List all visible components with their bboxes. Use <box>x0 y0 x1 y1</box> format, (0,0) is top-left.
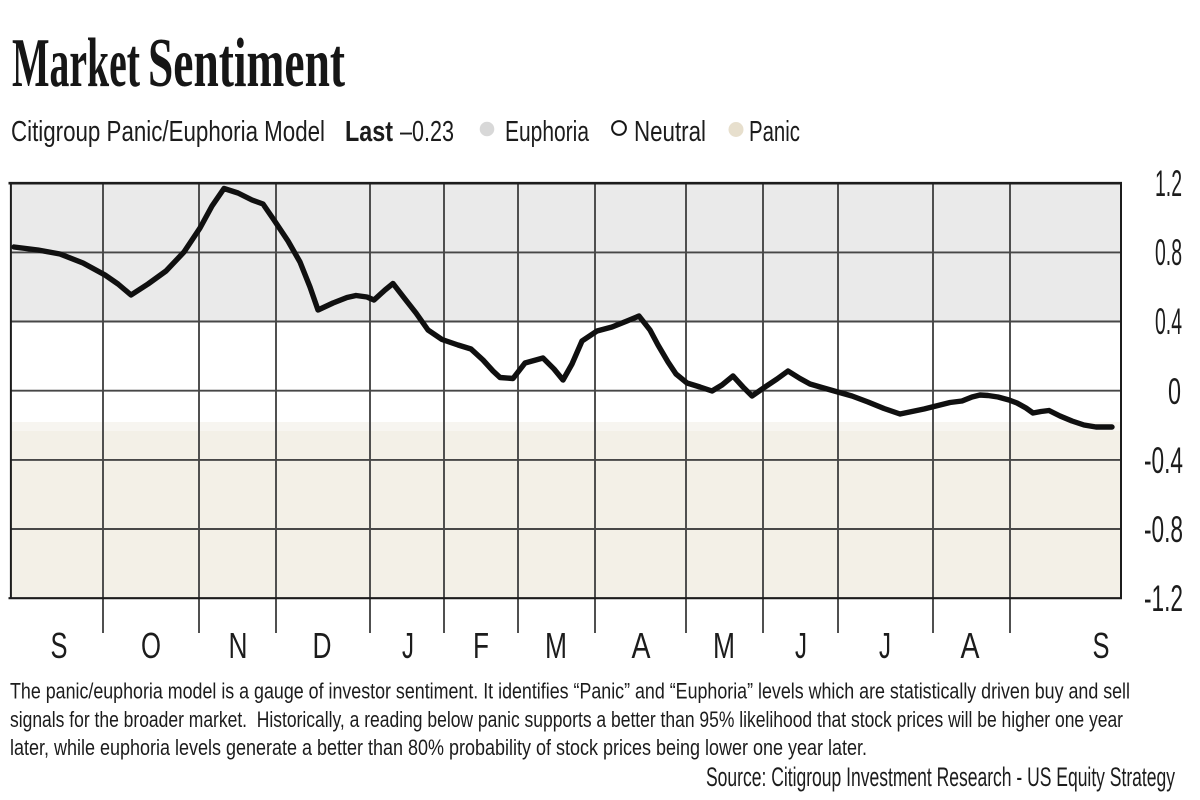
svg-text:–0.23: –0.23 <box>400 116 454 148</box>
svg-text:J: J <box>879 625 891 666</box>
svg-text:0.4: 0.4 <box>1155 301 1182 342</box>
svg-text:F: F <box>473 625 489 666</box>
svg-text:M: M <box>713 625 735 666</box>
svg-text:S: S <box>51 625 68 666</box>
svg-text:D: D <box>313 625 332 666</box>
svg-text:Euphoria: Euphoria <box>505 116 590 148</box>
svg-text:later, while euphoria levels g: later, while euphoria levels generate a … <box>10 735 867 760</box>
svg-text:Market: Market <box>12 25 140 102</box>
svg-text:Panic: Panic <box>749 116 800 148</box>
svg-text:signals for the broader market: signals for the broader market. Historic… <box>10 707 1123 732</box>
svg-text:-1.2: -1.2 <box>1144 578 1183 619</box>
svg-text:-0.8: -0.8 <box>1144 509 1183 550</box>
svg-text:Citigroup Panic/Euphoria Model: Citigroup Panic/Euphoria Model <box>11 116 325 148</box>
svg-text:O: O <box>141 625 161 666</box>
svg-text:A: A <box>632 625 651 666</box>
svg-text:1.2: 1.2 <box>1155 163 1182 204</box>
svg-text:0: 0 <box>1168 371 1181 412</box>
svg-text:J: J <box>402 625 414 666</box>
svg-text:A: A <box>961 625 980 666</box>
svg-text:M: M <box>545 625 567 666</box>
svg-text:-0.4: -0.4 <box>1144 440 1183 481</box>
svg-text:Sentiment: Sentiment <box>148 25 345 102</box>
svg-text:J: J <box>795 625 807 666</box>
svg-text:0.8: 0.8 <box>1155 232 1182 273</box>
svg-text:The panic/euphoria model is a: The panic/euphoria model is a gauge of i… <box>10 679 1130 704</box>
svg-text:S: S <box>1093 625 1110 666</box>
svg-text:Last: Last <box>345 116 393 148</box>
svg-text:N: N <box>229 625 248 666</box>
svg-text:Source: Citigroup Investment R: Source: Citigroup Investment Research - … <box>706 762 1175 792</box>
svg-text:Neutral: Neutral <box>634 116 706 148</box>
